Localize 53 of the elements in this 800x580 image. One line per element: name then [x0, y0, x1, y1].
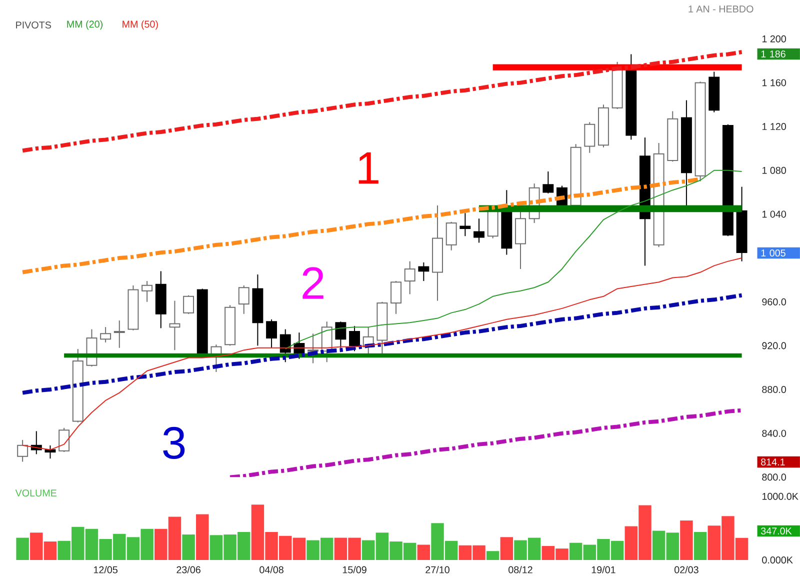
bar [486, 551, 500, 560]
x-tick-label: 27/10 [426, 566, 450, 574]
y-tick-label: 800.0 [762, 474, 786, 481]
line-series [228, 408, 744, 478]
text: 1 186 [761, 50, 786, 58]
y-tick-label: 920.0 [762, 342, 786, 350]
candlestick [169, 300, 180, 351]
candlestick [114, 320, 125, 348]
text: 347.0K [760, 527, 792, 534]
chart-subtitle: 1 AN - HEBDO [688, 5, 754, 12]
candlestick [432, 204, 443, 302]
candlestick [474, 218, 484, 244]
y-tick-label: 1 040 [762, 210, 786, 218]
x-tick-label: 04/08 [260, 566, 284, 574]
candlestick [680, 100, 692, 208]
candlestick [460, 212, 471, 237]
candlestick [155, 270, 166, 329]
bar [196, 514, 209, 560]
text: 814.1 [761, 458, 785, 466]
text: MM (50) [122, 20, 158, 30]
x-tick-label: 19/01 [592, 566, 616, 574]
y-tick-label: 1000.0K [762, 492, 798, 500]
x-tick-label: 15/09 [342, 566, 366, 574]
text: MM (20) [67, 20, 102, 30]
y-tick-label: 880.0 [762, 386, 786, 394]
text: PIVOTS [16, 21, 52, 28]
y-tick-label: 840.0 [762, 430, 786, 437]
y-tick-label: 1 120 [762, 123, 786, 130]
y-tick-label: 1 160 [762, 79, 786, 86]
bar [182, 534, 195, 560]
y-tick-label: 1 200 [762, 35, 786, 42]
candlestick [736, 186, 748, 262]
annotation: 1 [358, 152, 378, 184]
x-tick-label: 12/05 [94, 566, 118, 574]
bar [694, 532, 707, 560]
candlestick [100, 326, 112, 343]
bar [417, 544, 430, 560]
x-tick-label: 23/06 [176, 566, 200, 574]
candlestick [252, 274, 264, 346]
candlestick [570, 144, 582, 206]
bar [680, 520, 693, 560]
y-tick-label: 1 080 [762, 166, 786, 174]
chart-title: VOLUME [15, 489, 57, 496]
y-tick-label: 960.0 [762, 298, 786, 306]
text: 1 005 [761, 249, 786, 256]
candlestick [404, 260, 416, 295]
annotation: 3 [163, 426, 185, 460]
bar [500, 537, 514, 560]
bar [16, 538, 29, 560]
x-tick-label: 02/03 [674, 566, 698, 574]
y-tick-label: 0.000K [762, 556, 793, 564]
annotation: 2 [302, 267, 324, 299]
x-tick-label: 08/12 [508, 566, 532, 574]
